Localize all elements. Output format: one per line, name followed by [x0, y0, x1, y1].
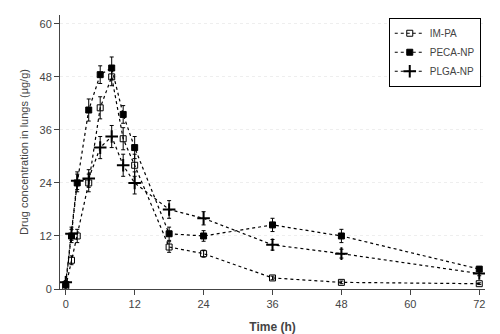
svg-text:48: 48 — [40, 71, 52, 83]
svg-text:0: 0 — [63, 298, 69, 310]
svg-text:60: 60 — [404, 298, 416, 310]
svg-text:Time (h): Time (h) — [249, 320, 295, 334]
svg-text:IM-PA: IM-PA — [430, 28, 457, 39]
svg-text:Drug concentration in lungs (μ: Drug concentration in lungs (μg/g) — [18, 69, 30, 235]
svg-text:12: 12 — [40, 230, 52, 242]
svg-text:36: 36 — [266, 298, 278, 310]
svg-text:72: 72 — [473, 298, 485, 310]
svg-text:PLGA-NP: PLGA-NP — [430, 66, 474, 77]
svg-text:36: 36 — [40, 124, 52, 136]
svg-text:24: 24 — [40, 177, 52, 189]
svg-text:0: 0 — [46, 283, 52, 295]
svg-text:12: 12 — [129, 298, 141, 310]
svg-text:48: 48 — [335, 298, 347, 310]
svg-text:24: 24 — [197, 298, 209, 310]
svg-text:PECA-NP: PECA-NP — [430, 47, 475, 58]
svg-text:60: 60 — [40, 18, 52, 30]
